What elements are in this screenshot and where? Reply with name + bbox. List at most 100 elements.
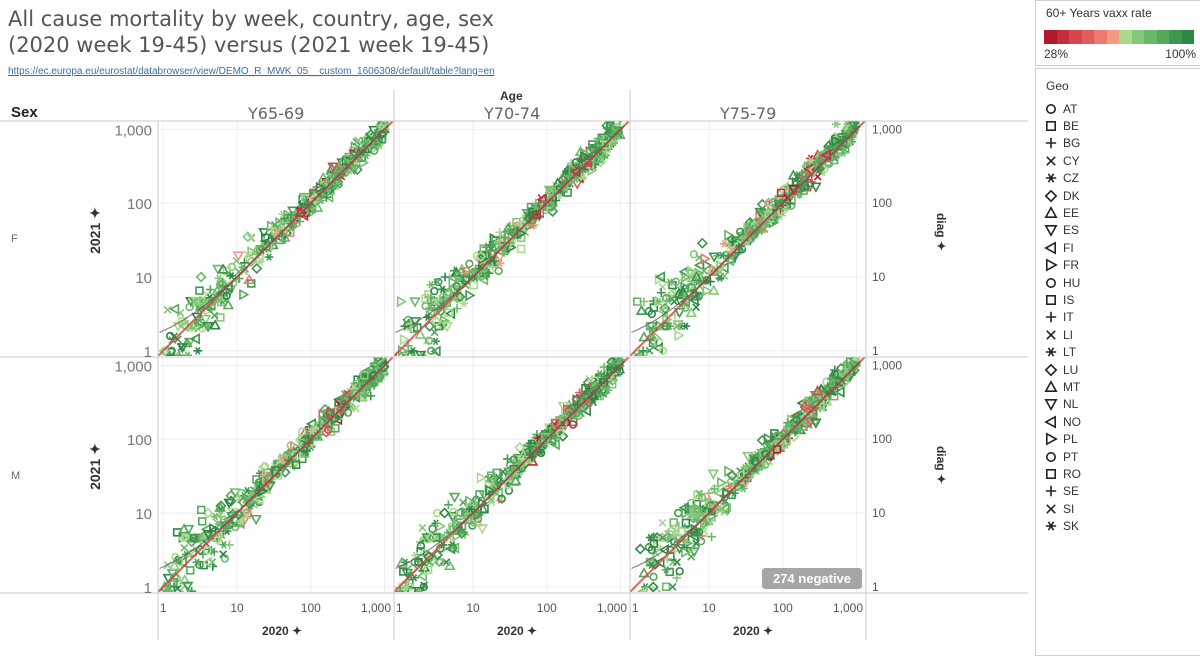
- geo-legend-item-cy[interactable]: CY: [1044, 152, 1081, 169]
- panel-F-Y70-74: [394, 121, 629, 356]
- x-tick-label: 100: [773, 601, 793, 615]
- x-tick-label: 100: [301, 601, 321, 615]
- title-line-2: (2020 week 19-45) versus (2021 week 19-4…: [8, 33, 490, 57]
- geo-legend-item-at[interactable]: AT: [1044, 100, 1081, 117]
- x-tick-label: 1: [396, 601, 403, 615]
- geo-legend-item-is[interactable]: IS: [1044, 291, 1081, 308]
- negative-count-badge: 274 negative: [762, 568, 862, 589]
- left-y-tick-label: 1: [144, 344, 152, 361]
- geo-legend-item-cz[interactable]: CZ: [1044, 170, 1081, 187]
- chart-title: All cause mortality by week, country, ag…: [8, 6, 494, 58]
- geo-legend-item-mt[interactable]: MT: [1044, 378, 1081, 395]
- geo-legend-label: LI: [1063, 327, 1074, 342]
- geo-legend-item-es[interactable]: ES: [1044, 222, 1081, 239]
- triangle-right-icon: [1046, 432, 1058, 446]
- x-tick-label: 1: [160, 601, 167, 615]
- column-header-y75-79: Y75-79: [720, 104, 777, 123]
- color-legend-swatch: [1044, 30, 1057, 44]
- geo-legend-item-se[interactable]: SE: [1044, 483, 1081, 500]
- cross-icon: [1046, 156, 1056, 166]
- geo-legend-item-fi[interactable]: FI: [1044, 239, 1081, 256]
- geo-legend-item-hu[interactable]: HU: [1044, 274, 1081, 291]
- points-F-Y70-74: [394, 121, 629, 356]
- color-legend-swatch: [1181, 30, 1194, 44]
- geo-legend-item-ro[interactable]: RO: [1044, 465, 1081, 482]
- geo-legend-item-no[interactable]: NO: [1044, 413, 1081, 430]
- points-M-Y65-69: [158, 357, 393, 592]
- column-header-y65-69: Y65-69: [248, 104, 305, 123]
- color-legend-swatch: [1156, 30, 1169, 44]
- color-legend-swatch: [1094, 30, 1107, 44]
- plus-icon: [1045, 312, 1057, 323]
- left-y-tick-label: 1: [144, 580, 152, 597]
- square-icon: [1045, 294, 1056, 305]
- geo-legend-label: BG: [1063, 136, 1081, 151]
- color-legend-swatch: [1106, 30, 1119, 44]
- left-y-tick-label: 100: [127, 196, 152, 213]
- row-header-m: M: [11, 470, 21, 482]
- plus-icon: [1045, 138, 1057, 149]
- geo-legend-label: IT: [1063, 310, 1074, 325]
- column-field-header: Age: [500, 89, 523, 103]
- geo-legend-label: NO: [1063, 414, 1081, 429]
- color-legend-swatch: [1144, 30, 1157, 44]
- right-y-tick-label: 100: [872, 196, 892, 210]
- geo-legend-item-it[interactable]: IT: [1044, 309, 1081, 326]
- geo-legend-label: SE: [1063, 484, 1080, 499]
- x-axis-title-2: 2020 ✦: [497, 624, 538, 638]
- left-y-tick-label: 1,000: [114, 122, 152, 139]
- trend-line-F-Y75-79: [631, 125, 861, 334]
- geo-legend-item-pt[interactable]: PT: [1044, 448, 1081, 465]
- row-field-header: Sex: [11, 104, 38, 121]
- color-legend-max: 100%: [1165, 47, 1196, 61]
- circle-icon: [1046, 103, 1056, 114]
- right-y-tick-label: 10: [872, 506, 886, 520]
- geo-legend-label: PT: [1063, 449, 1079, 464]
- left-y-tick-label: 10: [135, 270, 152, 287]
- geo-legend-item-dk[interactable]: DK: [1044, 187, 1081, 204]
- geo-legend-label: ES: [1063, 223, 1080, 238]
- geo-legend-label: HU: [1063, 275, 1081, 290]
- geo-legend-item-bg[interactable]: BG: [1044, 135, 1081, 152]
- right-y-tick-label: 100: [872, 432, 892, 446]
- points-F-Y65-69: [158, 121, 393, 356]
- square-icon: [1045, 468, 1056, 479]
- triangle-down-icon: [1044, 399, 1058, 412]
- circle-icon: [1046, 277, 1056, 288]
- x-tick-label: 1,000: [597, 601, 627, 615]
- asterisk-icon: [1045, 347, 1057, 357]
- cross-icon: [1046, 503, 1056, 514]
- trend-line-F-Y65-69: [159, 125, 389, 334]
- x-tick-label: 1: [632, 601, 639, 615]
- left-y-tick-label: 10: [135, 506, 152, 523]
- plus-icon: [1045, 486, 1057, 497]
- geo-legend-item-nl[interactable]: NL: [1044, 396, 1081, 413]
- trend-line-F-Y70-74: [395, 125, 625, 334]
- color-legend-swatch: [1056, 30, 1069, 44]
- geo-legend-item-lu[interactable]: LU: [1044, 361, 1081, 378]
- column-header-y70-74: Y70-74: [484, 104, 541, 123]
- geo-legend-item-si[interactable]: SI: [1044, 500, 1081, 517]
- geo-legend-label: SK: [1063, 519, 1080, 534]
- x-tick-label: 1,000: [361, 601, 391, 615]
- geo-legend-label: AT: [1063, 101, 1078, 116]
- geo-legend-label: PL: [1063, 432, 1078, 447]
- points-M-Y75-79: [630, 357, 865, 592]
- geo-legend-item-be[interactable]: BE: [1044, 117, 1081, 134]
- geo-legend-item-lt[interactable]: LT: [1044, 343, 1081, 360]
- geo-legend-item-sk[interactable]: SK: [1044, 517, 1081, 534]
- geo-legend-label: NL: [1063, 397, 1079, 412]
- x-tick-label: 100: [537, 601, 557, 615]
- geo-legend-item-ee[interactable]: EE: [1044, 204, 1081, 221]
- trend-line-M-Y70-74: [395, 361, 625, 570]
- geo-legend-item-fr[interactable]: FR: [1044, 257, 1081, 274]
- row-header-f: F: [11, 233, 18, 245]
- geo-legend-item-pl[interactable]: PL: [1044, 430, 1081, 447]
- geo-legend-label: LU: [1063, 362, 1079, 377]
- source-link[interactable]: https://ec.europa.eu/eurostat/databrowse…: [8, 66, 495, 77]
- panel-M-Y75-79: [630, 357, 865, 592]
- geo-legend-item-li[interactable]: LI: [1044, 326, 1081, 343]
- panel-F-Y65-69: [158, 121, 393, 356]
- geo-legend-label: MT: [1063, 379, 1081, 394]
